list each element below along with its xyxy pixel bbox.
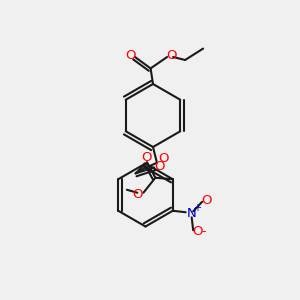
Text: O: O bbox=[202, 194, 212, 207]
Text: O: O bbox=[154, 160, 165, 173]
Text: O: O bbox=[133, 188, 143, 201]
Text: +: + bbox=[193, 203, 201, 213]
Text: O: O bbox=[167, 49, 177, 62]
Text: -: - bbox=[202, 225, 206, 238]
Text: O: O bbox=[141, 151, 152, 164]
Text: O: O bbox=[158, 152, 169, 165]
Text: O: O bbox=[125, 49, 136, 62]
Text: O: O bbox=[192, 225, 202, 238]
Text: N: N bbox=[187, 207, 196, 220]
